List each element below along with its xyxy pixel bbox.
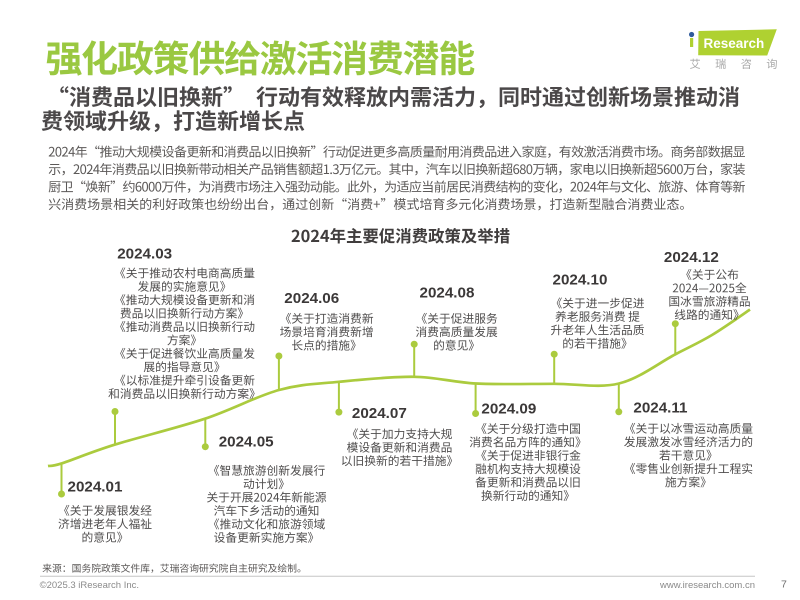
svg-text:2024.12: 2024.12 — [664, 249, 719, 266]
svg-text:2024.06: 2024.06 — [284, 290, 339, 307]
svg-text:©2025.3 iResearch Inc.: ©2025.3 iResearch Inc. — [40, 580, 139, 591]
svg-text:7: 7 — [781, 579, 787, 591]
svg-text:2024.09: 2024.09 — [481, 401, 536, 418]
svg-text:2024.10: 2024.10 — [553, 272, 608, 289]
svg-text:Research: Research — [704, 36, 765, 51]
svg-text:2024.11: 2024.11 — [633, 399, 688, 416]
svg-text:2024.03: 2024.03 — [117, 245, 172, 262]
svg-text:2024.01: 2024.01 — [68, 479, 123, 496]
svg-text:2024.08: 2024.08 — [420, 285, 475, 302]
svg-text:2024.07: 2024.07 — [352, 405, 407, 422]
svg-text:www.iresearch.com.cn: www.iresearch.com.cn — [659, 580, 755, 591]
svg-text:2024.05: 2024.05 — [219, 433, 274, 450]
